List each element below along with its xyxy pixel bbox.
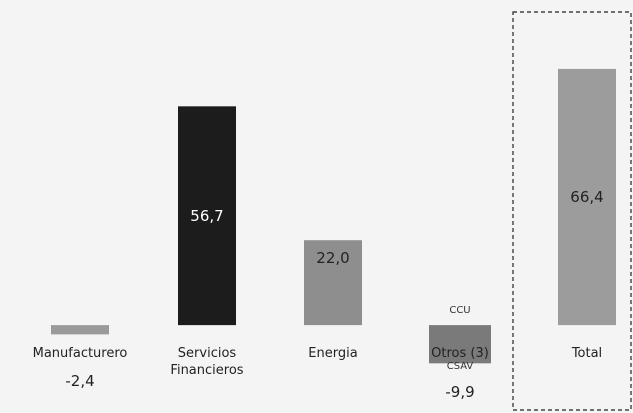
x-tick-label: Energia: [308, 346, 358, 361]
x-tick-label: Servicios Financieros: [170, 346, 244, 378]
bar: [304, 240, 362, 326]
bar: [178, 106, 236, 326]
x-tick-label: Otros (3): [431, 346, 489, 361]
total-box: [512, 11, 632, 411]
data-label: 22,0: [316, 249, 350, 268]
x-tick-label: Total: [571, 346, 603, 361]
x-tick-label: Manufacturero: [32, 346, 128, 361]
bar: [51, 325, 109, 335]
data-label: -2,4: [65, 372, 95, 390]
annotation: CCU: [449, 305, 471, 316]
annotation: CSAV: [446, 361, 474, 372]
bar: [429, 325, 491, 364]
bar: [558, 68, 616, 326]
data-label: -9,9: [445, 383, 475, 401]
data-label: 66,4: [570, 188, 604, 206]
data-label: 56,7: [190, 206, 224, 225]
